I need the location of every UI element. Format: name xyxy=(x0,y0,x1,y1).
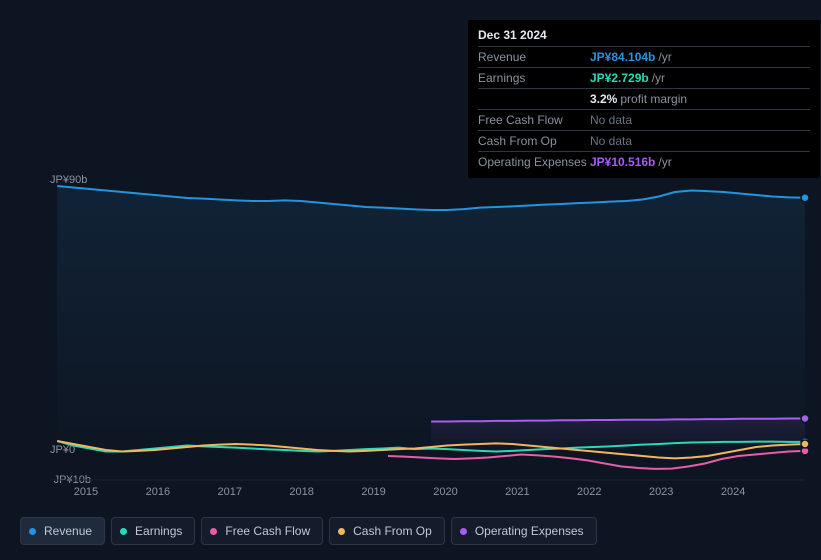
legend-item[interactable]: Cash From Op xyxy=(329,517,445,545)
legend-swatch xyxy=(29,528,36,535)
legend-swatch xyxy=(120,528,127,535)
tooltip-rows: RevenueJP¥84.104b/yrEarningsJP¥2.729b/yr… xyxy=(478,47,810,172)
tooltip-row-value: JP¥10.516b/yr xyxy=(590,155,810,169)
tooltip-row: Operating ExpensesJP¥10.516b/yr xyxy=(478,152,810,172)
tooltip-row: Free Cash FlowNo data xyxy=(478,110,810,131)
x-axis-label: 2021 xyxy=(505,486,529,498)
tooltip-row-label: Earnings xyxy=(478,71,590,85)
x-axis-label: 2020 xyxy=(433,486,457,498)
series-area xyxy=(57,186,805,450)
legend-item[interactable]: Earnings xyxy=(111,517,195,545)
legend-label: Revenue xyxy=(44,524,92,538)
legend-label: Earnings xyxy=(135,524,182,538)
tooltip-row-label: Operating Expenses xyxy=(478,155,590,169)
series-area xyxy=(431,419,805,451)
legend-swatch xyxy=(338,528,345,535)
x-axis-label: 2023 xyxy=(649,486,673,498)
tooltip-row-label xyxy=(478,92,590,106)
tooltip-row: RevenueJP¥84.104b/yr xyxy=(478,47,810,68)
x-axis-label: 2018 xyxy=(289,486,313,498)
tooltip-row-label: Free Cash Flow xyxy=(478,113,590,127)
x-axis-label: 2016 xyxy=(146,486,170,498)
legend-label: Cash From Op xyxy=(353,524,432,538)
tooltip-row-value: No data xyxy=(590,113,810,127)
tooltip-row: EarningsJP¥2.729b/yr xyxy=(478,68,810,89)
tooltip-title: Dec 31 2024 xyxy=(478,26,810,47)
series-last-dot xyxy=(801,415,809,423)
legend: Revenue Earnings Free Cash Flow Cash From O… xyxy=(20,517,597,545)
x-axis: 2015 2016 2017 2018 2019 2020 2021 2022 2023 2024 xyxy=(20,480,805,500)
legend-swatch xyxy=(460,528,467,535)
tooltip-row-value: JP¥84.104b/yr xyxy=(590,50,810,64)
series-last-dot xyxy=(801,194,809,202)
legend-label: Operating Expenses xyxy=(475,524,584,538)
x-axis-label: 2015 xyxy=(74,486,98,498)
tooltip-row-value: No data xyxy=(590,134,810,148)
series-line xyxy=(388,451,805,469)
x-axis-label: 2024 xyxy=(721,486,745,498)
plot-area[interactable] xyxy=(20,180,805,480)
tooltip-row-value: JP¥2.729b/yr xyxy=(590,71,810,85)
tooltip-row-label: Cash From Op xyxy=(478,134,590,148)
tooltip: Dec 31 2024 RevenueJP¥84.104b/yrEarnings… xyxy=(468,20,820,178)
tooltip-row-label: Revenue xyxy=(478,50,590,64)
legend-item[interactable]: Free Cash Flow xyxy=(201,517,323,545)
chart-root: Dec 31 2024 RevenueJP¥84.104b/yrEarnings… xyxy=(0,0,821,560)
x-axis-label: 2019 xyxy=(361,486,385,498)
x-axis-label: 2022 xyxy=(577,486,601,498)
chart-frame: JP¥90bJP¥0-JP¥10b xyxy=(20,180,805,480)
tooltip-row: Cash From OpNo data xyxy=(478,131,810,152)
tooltip-row: 3.2%profit margin xyxy=(478,89,810,110)
x-axis-label: 2017 xyxy=(218,486,242,498)
tooltip-row-value: 3.2%profit margin xyxy=(590,92,810,106)
legend-label: Free Cash Flow xyxy=(225,524,310,538)
legend-item[interactable]: Operating Expenses xyxy=(451,517,597,545)
legend-swatch xyxy=(210,528,217,535)
legend-item[interactable]: Revenue xyxy=(20,517,105,545)
